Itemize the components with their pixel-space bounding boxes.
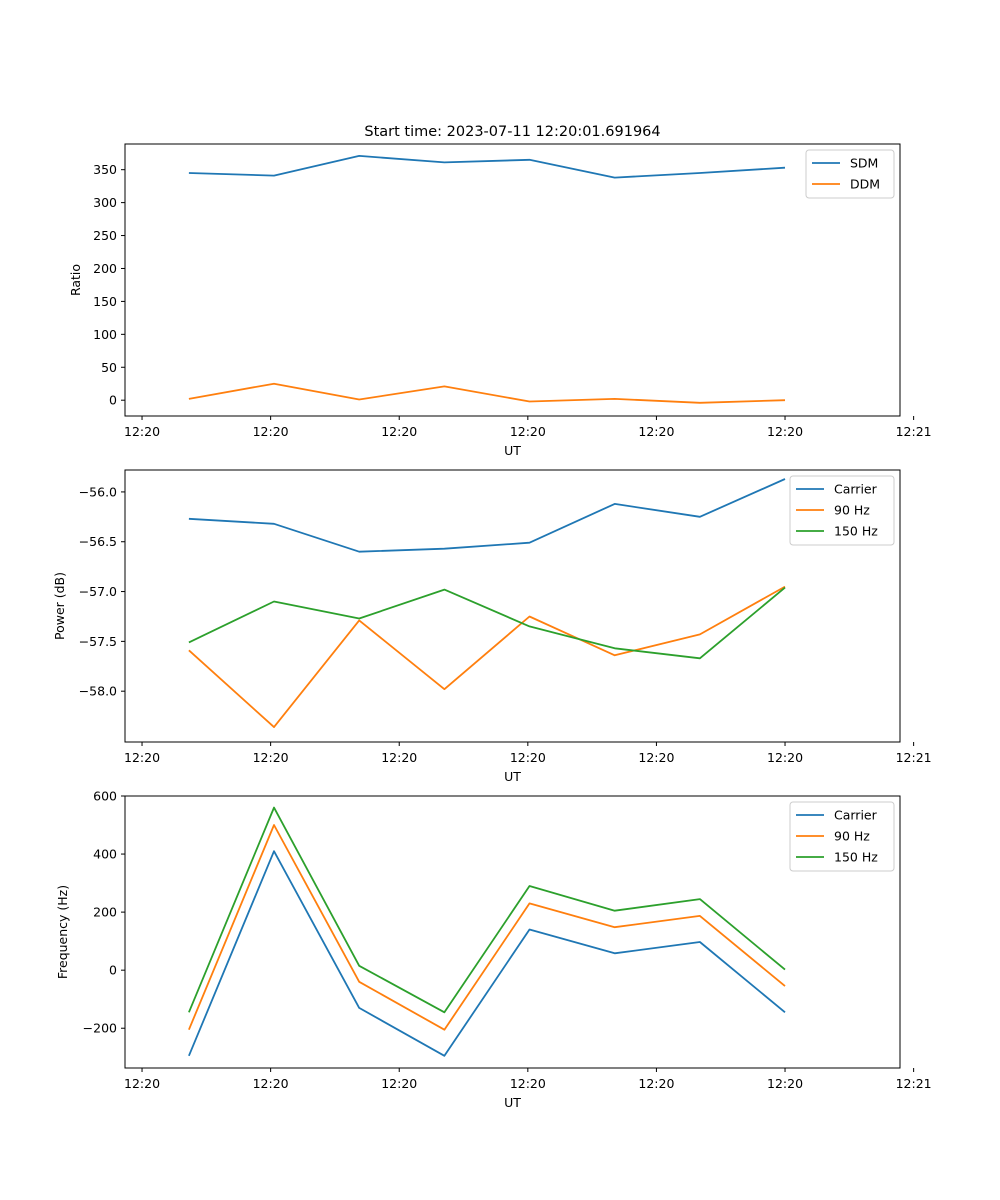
y-tick-label: 400 [93, 847, 117, 862]
x-tick-label: 12:20 [381, 424, 417, 439]
y-tick-label: −200 [83, 1021, 117, 1036]
x-tick-label: 12:20 [510, 750, 546, 765]
series-line-150-hz [188, 806, 786, 1014]
x-axis-label: UT [504, 769, 521, 784]
y-tick-label: −56.5 [79, 534, 117, 549]
x-tick-label: 12:21 [896, 750, 932, 765]
x-tick-label: 12:20 [381, 750, 417, 765]
y-tick-label: 150 [93, 294, 117, 309]
legend-label: SDM [850, 156, 878, 171]
y-axis-label: Frequency (Hz) [55, 885, 70, 979]
legend-label: Carrier [834, 482, 878, 497]
x-tick-label: 12:21 [896, 1076, 932, 1091]
x-tick-label: 12:20 [510, 1076, 546, 1091]
series-line-sdm [188, 154, 786, 179]
figure-title: Start time: 2023-07-11 12:20:01.691964 [364, 124, 660, 140]
legend-label: 150 Hz [834, 524, 878, 539]
series-line-150-hz [188, 586, 786, 660]
series-line-90-hz [188, 585, 786, 728]
y-axis-label: Ratio [68, 264, 83, 296]
y-tick-label: −57.5 [79, 634, 117, 649]
axes-frame [124, 143, 901, 417]
x-tick-label: 12:20 [638, 424, 674, 439]
y-tick-label: 250 [93, 228, 117, 243]
series-line-carrier [188, 478, 786, 553]
x-tick-label: 12:20 [124, 1076, 160, 1091]
x-tick-label: 12:20 [253, 1076, 289, 1091]
y-tick-label: 0 [109, 963, 117, 978]
x-tick-label: 12:20 [510, 424, 546, 439]
legend [805, 149, 895, 199]
legend-label: Carrier [834, 808, 878, 823]
axes-frame [124, 469, 901, 743]
x-tick-label: 12:20 [638, 750, 674, 765]
x-tick-label: 12:20 [767, 424, 803, 439]
y-axis-label: Power (dB) [52, 572, 67, 640]
x-tick-label: 12:20 [124, 424, 160, 439]
x-tick-label: 12:20 [253, 750, 289, 765]
x-tick-label: 12:20 [253, 424, 289, 439]
ratio-chart: 12:20 12:20 12:20 12:20 12:20 12:20 12:21 0 50 10… [68, 143, 932, 458]
x-axis-label: UT [504, 1095, 521, 1110]
y-tick-label: 600 [93, 789, 117, 804]
frequency-chart: 12:20 12:20 12:20 12:20 12:20 12:20 12:21 600 40… [55, 789, 932, 1111]
x-tick-label: 12:21 [896, 424, 932, 439]
y-tick-label: 200 [93, 905, 117, 920]
series-line-carrier [188, 850, 786, 1057]
x-tick-label: 12:20 [381, 1076, 417, 1091]
y-tick-label: 0 [109, 393, 117, 408]
x-axis-label: UT [504, 443, 521, 458]
legend-label: DDM [850, 177, 880, 192]
x-tick-label: 12:20 [638, 1076, 674, 1091]
y-tick-label: −58.0 [79, 684, 117, 699]
x-tick-label: 12:20 [767, 750, 803, 765]
legend-label: 90 Hz [834, 829, 870, 844]
y-tick-label: 100 [93, 327, 117, 342]
y-tick-label: 50 [101, 360, 117, 375]
series-line-ddm [188, 382, 786, 404]
x-tick-label: 12:20 [124, 750, 160, 765]
y-tick-label: −56.0 [79, 484, 117, 499]
legend [789, 475, 895, 546]
y-tick-label: 300 [93, 195, 117, 210]
series-line-90-hz [188, 824, 786, 1031]
legend-label: 90 Hz [834, 503, 870, 518]
y-tick-label: −57.0 [79, 584, 117, 599]
x-tick-label: 12:20 [767, 1076, 803, 1091]
power-chart: 12:20 12:20 12:20 12:20 12:20 12:20 12:21 −56.0… [52, 469, 932, 784]
y-tick-label: 200 [93, 261, 117, 276]
y-tick-label: 350 [93, 162, 117, 177]
axes-frame [124, 795, 901, 1069]
legend-label: 150 Hz [834, 850, 878, 865]
legend [789, 801, 895, 872]
